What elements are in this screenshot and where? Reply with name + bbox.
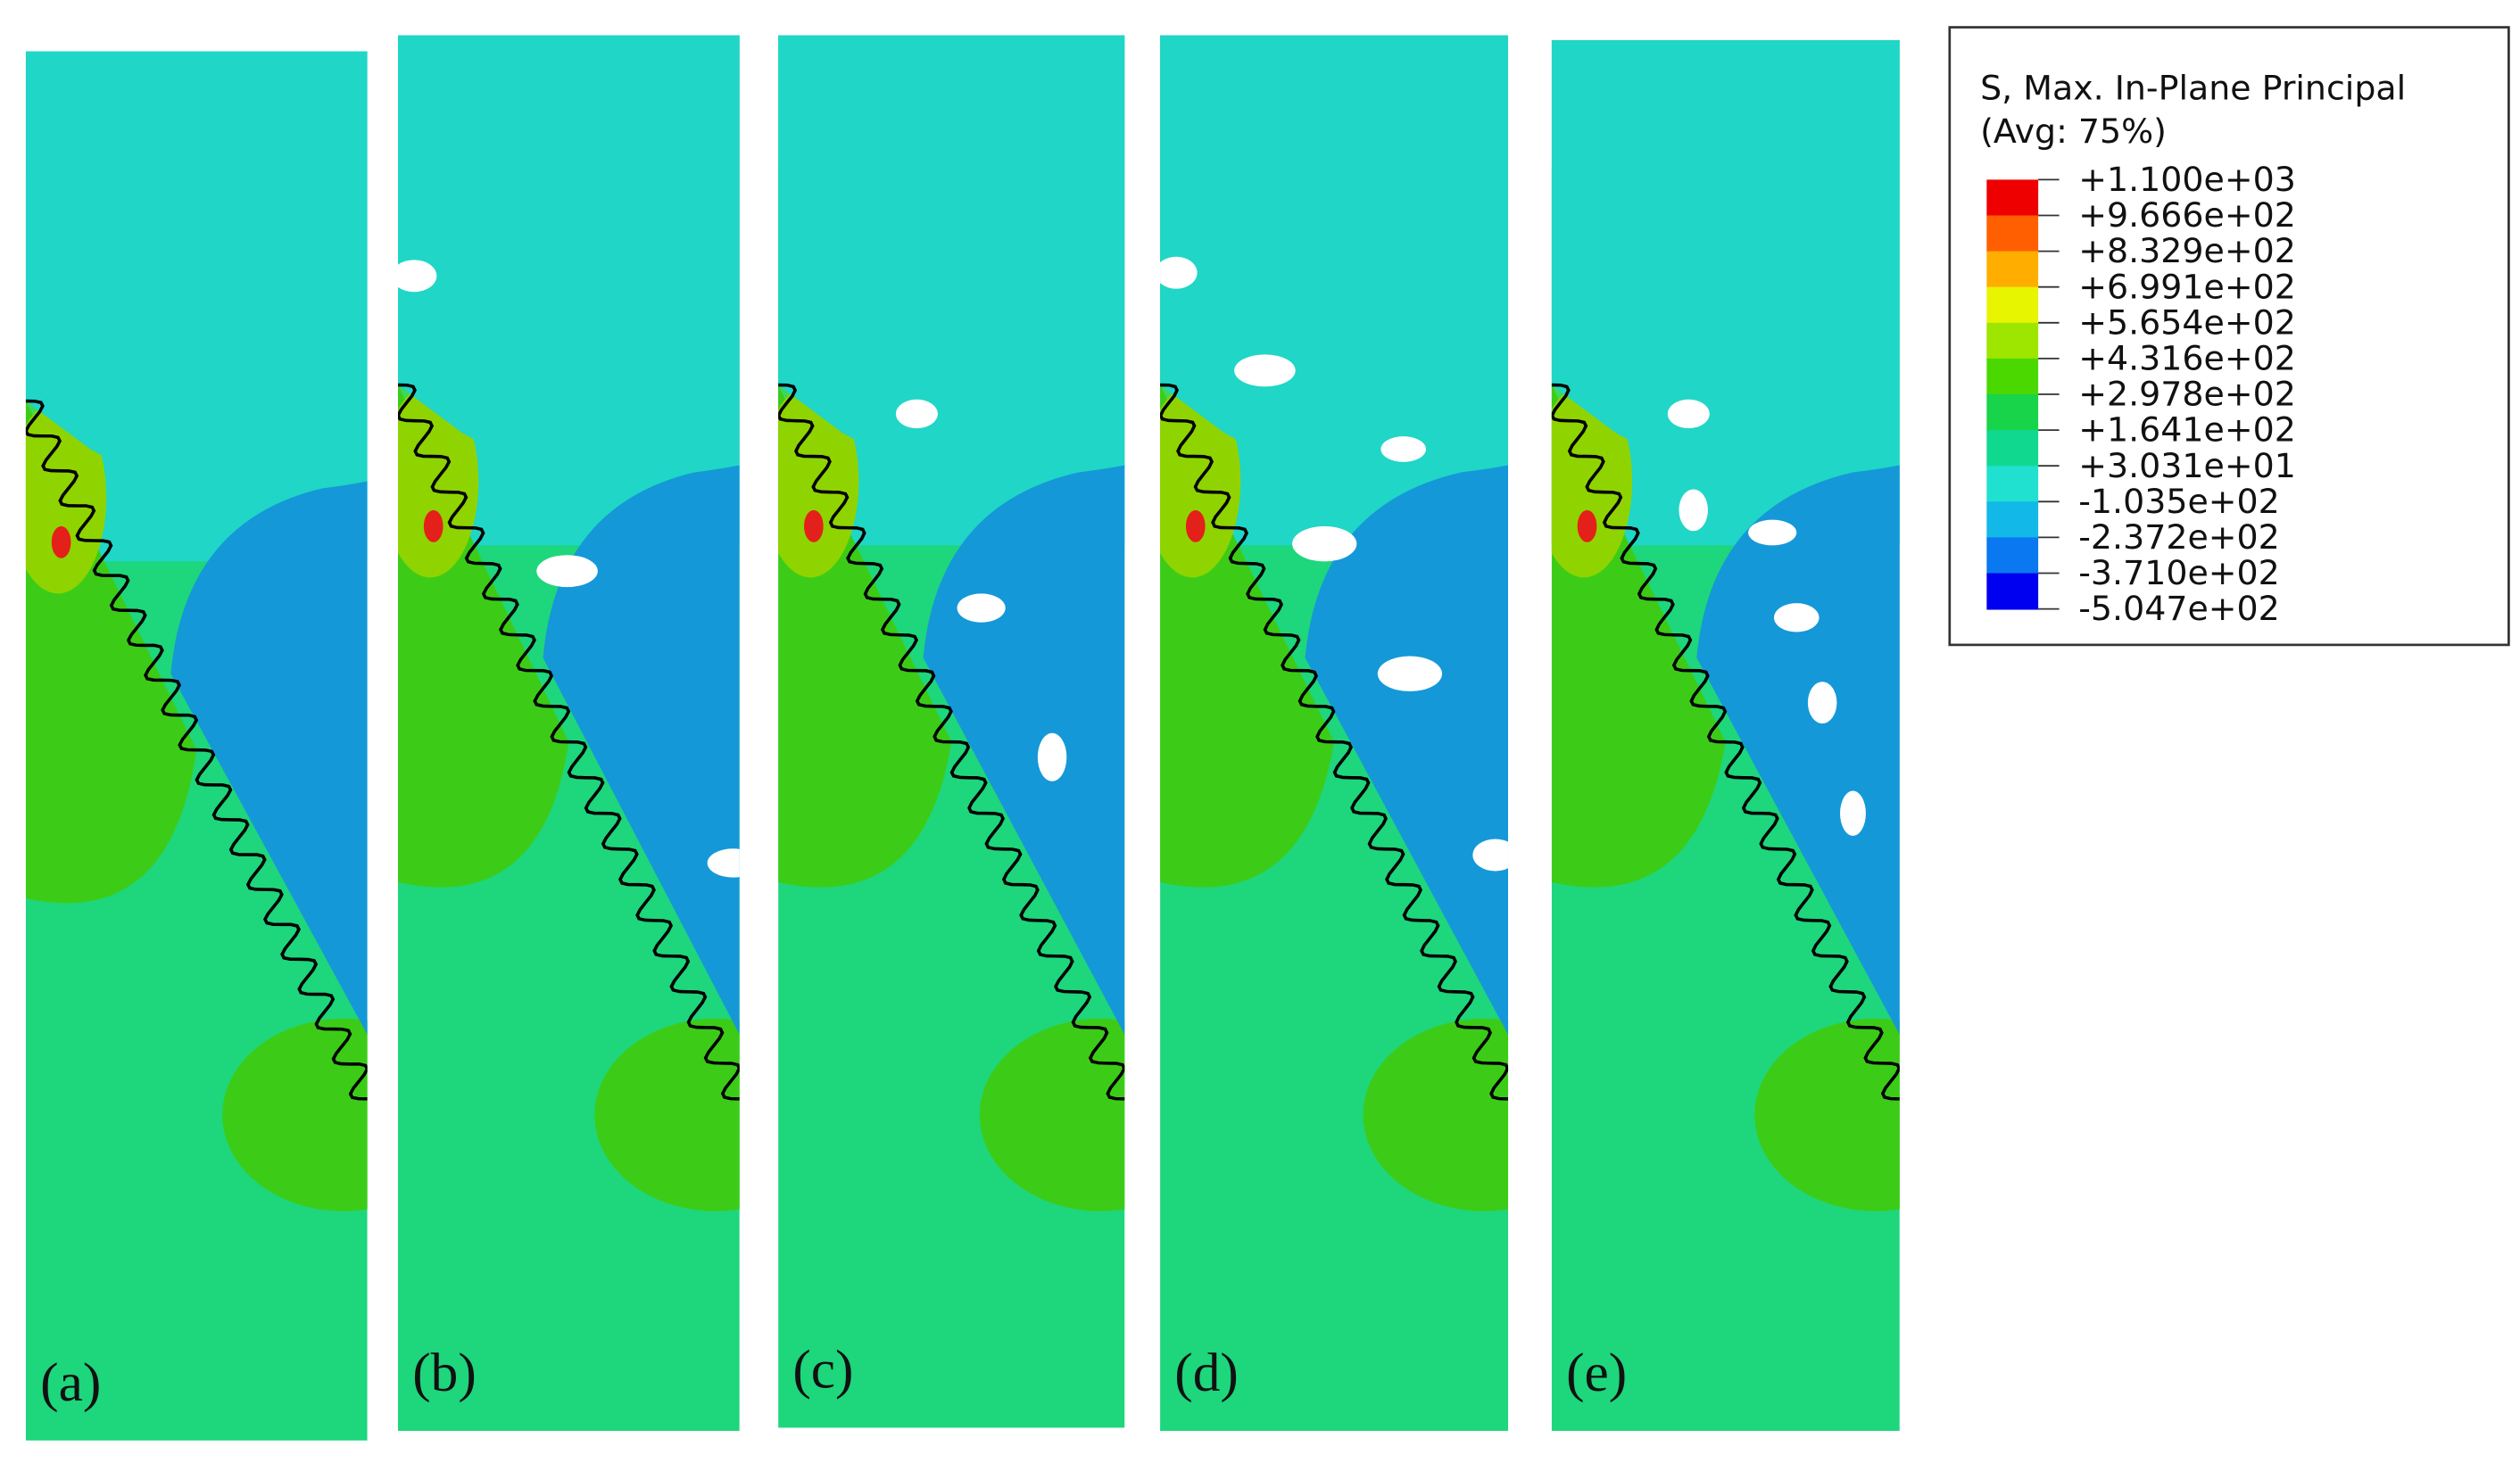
void — [1380, 436, 1426, 462]
void — [1472, 839, 1509, 872]
legend-swatch — [1986, 322, 2039, 360]
legend-label: +8.329e+02 — [2078, 231, 2296, 270]
void — [397, 260, 437, 293]
panel-label: (e) — [1566, 1343, 1627, 1403]
panel-label: (d) — [1174, 1343, 1239, 1403]
panel — [397, 35, 740, 1432]
hot-spot — [804, 509, 824, 542]
void — [1748, 519, 1797, 546]
legend-swatch — [1986, 215, 2039, 252]
legend-label: -2.372e+02 — [2078, 517, 2280, 557]
hot-zone — [397, 384, 479, 578]
top-region — [1551, 39, 1900, 476]
hot-spot — [51, 525, 71, 558]
hot-zone — [778, 384, 859, 578]
legend-label: +2.978e+02 — [2078, 375, 2296, 414]
panel-label: (c) — [792, 1340, 853, 1401]
legend-swatch — [1986, 430, 2039, 467]
void — [1160, 256, 1198, 289]
legend-swatch — [1986, 251, 2039, 288]
compression-region — [543, 465, 740, 1035]
legend-swatch — [1986, 358, 2039, 395]
panel-label: (b) — [412, 1343, 477, 1403]
hot-zone — [1551, 384, 1633, 578]
legend-label: -1.035e+02 — [2078, 482, 2280, 521]
panel — [25, 51, 368, 1441]
crack — [1160, 383, 1509, 1101]
legend-label: +4.316e+02 — [2078, 339, 2296, 378]
void — [1292, 525, 1357, 562]
compression-region — [1305, 465, 1509, 1035]
legend-label: +9.666e+02 — [2078, 195, 2296, 235]
void — [1234, 354, 1296, 387]
hot-zone — [25, 401, 107, 594]
end-zone — [1363, 1018, 1509, 1211]
legend-label: +5.654e+02 — [2078, 302, 2296, 342]
legend-swatch — [1986, 573, 2039, 610]
top-region — [25, 51, 368, 492]
legend-label: +3.031e+01 — [2078, 446, 2296, 485]
panels: (a) (b) (c) (d) (e) — [25, 35, 1900, 1441]
legend-swatch — [1986, 501, 2039, 539]
panel — [1160, 35, 1509, 1432]
void — [1679, 489, 1708, 532]
legend-swatch — [1986, 466, 2039, 503]
panel-label: (a) — [40, 1352, 101, 1413]
void — [1807, 682, 1837, 724]
legend-label: +6.991e+02 — [2078, 267, 2296, 306]
legend-swatch — [1986, 537, 2039, 574]
legend-label: +1.100e+03 — [2078, 160, 2296, 199]
void — [895, 399, 938, 429]
end-zone — [594, 1018, 740, 1211]
top-region — [778, 35, 1125, 476]
legend-swatch — [1986, 286, 2039, 324]
panel — [1551, 39, 1900, 1432]
void — [536, 555, 598, 588]
legend-swatch — [1986, 394, 2039, 432]
hot-spot — [423, 509, 443, 542]
void — [1773, 603, 1820, 632]
legend-box — [1948, 26, 2510, 647]
hot-spot — [1577, 509, 1597, 542]
top-region — [397, 35, 740, 476]
void — [957, 593, 1006, 623]
crack — [778, 383, 1125, 1101]
crack — [25, 399, 368, 1101]
legend-swatch — [1986, 179, 2039, 217]
legend-label: -3.710e+02 — [2078, 553, 2280, 592]
compression-region — [1696, 465, 1900, 1035]
void — [1377, 656, 1443, 692]
hot-spot — [1185, 509, 1206, 542]
hot-zone — [1160, 384, 1241, 578]
legend-scale: +1.100e+03+9.666e+02+8.329e+02+6.991e+02… — [1986, 160, 2296, 628]
crack — [1551, 383, 1900, 1101]
legend-title: S, Max. In-Plane Principal — [1980, 69, 2406, 108]
legend-label: +1.641e+02 — [2078, 410, 2296, 450]
legend-subtitle: (Avg: 75%) — [1980, 112, 2167, 151]
end-zone — [222, 1018, 368, 1211]
void — [1840, 790, 1866, 836]
crack — [397, 383, 740, 1101]
compression-region — [170, 481, 368, 1035]
panel — [778, 35, 1125, 1428]
legend-label: -5.047e+02 — [2078, 589, 2280, 628]
void — [1037, 732, 1067, 781]
void — [1667, 399, 1710, 429]
end-zone — [1754, 1018, 1900, 1211]
end-zone — [979, 1018, 1125, 1211]
void — [707, 848, 740, 878]
top-region — [1160, 35, 1509, 476]
